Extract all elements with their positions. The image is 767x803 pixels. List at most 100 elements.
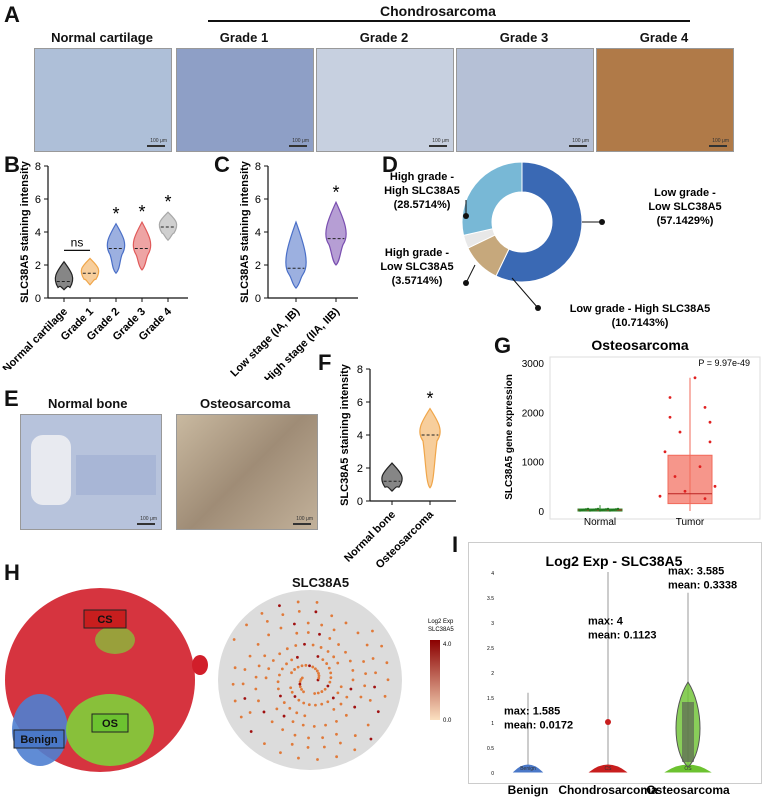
chondrosarcoma-group-title: Chondrosarcoma bbox=[380, 3, 496, 19]
cluster-label-box bbox=[91, 713, 129, 733]
data-point bbox=[658, 494, 662, 498]
e-scale-1: 100 μm bbox=[140, 516, 157, 522]
expression-point bbox=[317, 674, 321, 678]
expression-map-background bbox=[218, 590, 402, 770]
expression-point bbox=[339, 741, 342, 745]
g-pvalue: P = 9.97e-49 bbox=[698, 358, 750, 368]
y-tick-label: 6 bbox=[357, 397, 363, 409]
leader-dot bbox=[535, 305, 541, 311]
expression-point bbox=[306, 746, 310, 749]
expression-point bbox=[308, 664, 311, 668]
expression-point bbox=[267, 667, 271, 671]
expression-point bbox=[326, 650, 330, 653]
data-point bbox=[610, 508, 614, 512]
violin-shape bbox=[158, 211, 178, 242]
cluster-label-text: OS bbox=[102, 718, 118, 730]
a-histology-image: 100 μm bbox=[34, 48, 172, 152]
expression-point bbox=[297, 698, 301, 702]
expression-point bbox=[291, 720, 295, 724]
expression-point bbox=[276, 687, 280, 691]
expression-point bbox=[380, 644, 384, 648]
i-stat-max: max: 1.585 bbox=[504, 706, 560, 718]
expression-point bbox=[307, 703, 311, 707]
expression-point bbox=[290, 690, 294, 694]
expression-point bbox=[263, 742, 266, 746]
expression-point bbox=[385, 661, 389, 665]
expression-point bbox=[353, 705, 357, 709]
a-scale-text: 100 μm bbox=[572, 138, 589, 144]
expression-point bbox=[335, 732, 338, 736]
slice-label-high-low: (3.5714%) bbox=[392, 275, 443, 287]
data-point bbox=[693, 376, 697, 380]
normal-bone-label: Normal bone bbox=[48, 396, 128, 411]
cluster-label-text: CS bbox=[97, 614, 112, 626]
slice-label-high-high: High SLC38A5 bbox=[384, 185, 460, 197]
y-tick-label: 6 bbox=[35, 194, 41, 206]
expression-point bbox=[327, 666, 331, 670]
panel-label-i: I bbox=[452, 532, 459, 557]
chart-c: 0 2 4 6 8 SLC38A5 staining intensity Low stage… bbox=[228, 160, 358, 380]
expression-point bbox=[326, 684, 330, 688]
legend-title: Log2 Exp bbox=[428, 619, 454, 625]
i-violin-body bbox=[588, 764, 628, 773]
data-point bbox=[678, 430, 682, 434]
expression-point bbox=[336, 661, 340, 665]
significance-star: * bbox=[332, 182, 339, 202]
data-point bbox=[606, 507, 610, 511]
i-cs-point bbox=[605, 719, 611, 725]
data-point bbox=[596, 507, 600, 511]
cluster-label-box bbox=[83, 609, 127, 629]
e-scale-2: 100 μm bbox=[296, 516, 313, 522]
expression-point bbox=[329, 671, 333, 675]
expression-point bbox=[368, 699, 372, 702]
osteosarcoma-image: 100 μm bbox=[176, 414, 318, 530]
expression-point bbox=[260, 612, 264, 615]
leader-dot bbox=[463, 213, 469, 219]
expression-point bbox=[270, 720, 274, 724]
expression-point bbox=[317, 671, 320, 675]
data-point bbox=[668, 415, 672, 419]
expression-point bbox=[364, 672, 368, 676]
i-violin-body bbox=[512, 764, 544, 773]
expression-point bbox=[321, 736, 325, 740]
i-x-label: Benign bbox=[508, 783, 549, 797]
significance-star: * bbox=[112, 204, 119, 224]
expression-point bbox=[285, 647, 289, 651]
expression-point bbox=[302, 690, 305, 694]
expression-point bbox=[233, 699, 237, 703]
data-point bbox=[614, 508, 618, 511]
y-axis-label: SLC38A5 staining intensity bbox=[339, 363, 351, 506]
expression-point bbox=[319, 646, 323, 649]
legend-colorbar bbox=[430, 640, 440, 720]
expression-point bbox=[232, 638, 236, 641]
expression-point bbox=[281, 728, 285, 732]
legend-title: SLC38A5 bbox=[428, 627, 454, 633]
expression-point bbox=[271, 659, 275, 662]
i-y-tick: 3 bbox=[491, 621, 494, 627]
expression-point bbox=[278, 652, 282, 656]
expression-point bbox=[339, 685, 343, 689]
expression-point bbox=[344, 650, 347, 654]
expression-point bbox=[371, 657, 375, 660]
data-point bbox=[673, 475, 677, 478]
i-short-label: CS bbox=[605, 766, 613, 772]
expression-point bbox=[279, 626, 283, 630]
expression-point bbox=[332, 707, 336, 711]
expression-point bbox=[339, 702, 343, 706]
i-y-tick: 0 bbox=[491, 771, 494, 777]
expression-point bbox=[330, 614, 334, 618]
expression-point bbox=[263, 654, 267, 658]
a-tile-label: Grade 4 bbox=[639, 30, 689, 45]
y-tick-label: 8 bbox=[255, 161, 261, 173]
cluster-os-region bbox=[95, 626, 135, 654]
expression-point bbox=[254, 687, 258, 691]
expression-point bbox=[363, 684, 367, 688]
data-point bbox=[578, 509, 582, 512]
a-histology-image: 100 μm bbox=[176, 48, 314, 152]
data-point bbox=[586, 507, 590, 511]
expression-point bbox=[316, 691, 320, 695]
expression-point bbox=[275, 707, 279, 711]
expression-point bbox=[311, 643, 315, 647]
data-point bbox=[713, 484, 717, 488]
